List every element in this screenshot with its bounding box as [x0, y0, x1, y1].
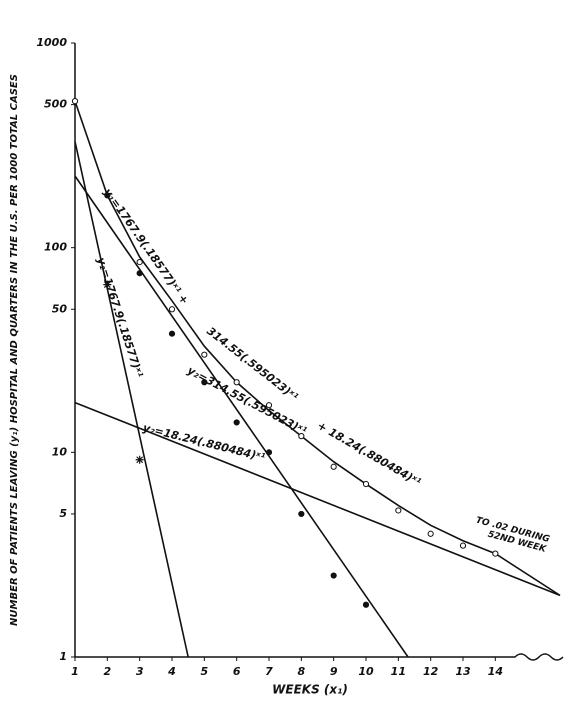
x-tick-label: 10 [358, 665, 374, 678]
x-tick-label: 7 [265, 665, 273, 678]
annotation: + 18.24(.880484)ˣ¹ [315, 419, 423, 489]
open-circle [492, 550, 499, 557]
x-tick-label: 4 [167, 665, 176, 678]
x-tick-label: 8 [298, 665, 306, 678]
x-tick-label: 5 [201, 665, 209, 678]
x-tick-label: 1 [71, 665, 79, 678]
filled-circle [201, 379, 208, 386]
x-axis-label: WEEKS (x₁) [272, 683, 348, 697]
x-tick-label: 6 [233, 665, 241, 678]
x-tick-label: 2 [104, 665, 112, 678]
filled-circle [104, 192, 111, 199]
open-circle [427, 530, 434, 537]
open-circle [201, 351, 208, 358]
filled-circle [168, 330, 176, 337]
filled-circle [330, 572, 337, 579]
x-tick-label: 13 [455, 665, 471, 678]
filled-circle [136, 270, 143, 277]
open-circle [168, 306, 176, 313]
open-circle [265, 402, 273, 409]
star-point [135, 455, 144, 464]
filled-circle [298, 510, 305, 518]
open-circle [233, 379, 240, 386]
filled-circle [362, 601, 370, 608]
fit-line [74, 141, 189, 658]
fit-line [74, 175, 409, 658]
x-tick-label: 14 [488, 665, 503, 678]
axes [74, 43, 564, 661]
x-tick-label: 3 [136, 665, 144, 678]
x-tick-label: 12 [423, 665, 439, 678]
y-tick-label: 500 [44, 98, 67, 111]
y-tick-label: 10 [52, 445, 68, 458]
open-circle [459, 542, 467, 549]
x-tick-label: 11 [391, 665, 406, 678]
open-circle [298, 433, 305, 440]
open-circle [330, 463, 337, 470]
filled-circle [233, 419, 240, 426]
x-tick-label: 9 [330, 665, 338, 678]
filled-circle [265, 449, 273, 456]
fit-line [74, 401, 561, 597]
y-tick-label: 100 [44, 241, 67, 254]
y-tick-label: 1 [59, 650, 67, 663]
open-circle [136, 259, 143, 266]
star-point [103, 280, 112, 289]
annotation: y₂=18.24(.880484)ˣ¹ [142, 421, 267, 464]
y-tick-label: 1000 [36, 36, 67, 49]
y-axis-label: NUMBER OF PATIENTS LEAVING (y₁) HOSPITAL… [9, 74, 20, 626]
open-circle [71, 98, 79, 105]
open-circle [362, 480, 370, 488]
open-circle [395, 507, 402, 514]
y-tick-label: 50 [52, 302, 68, 315]
y-tick-label: 5 [59, 507, 67, 520]
